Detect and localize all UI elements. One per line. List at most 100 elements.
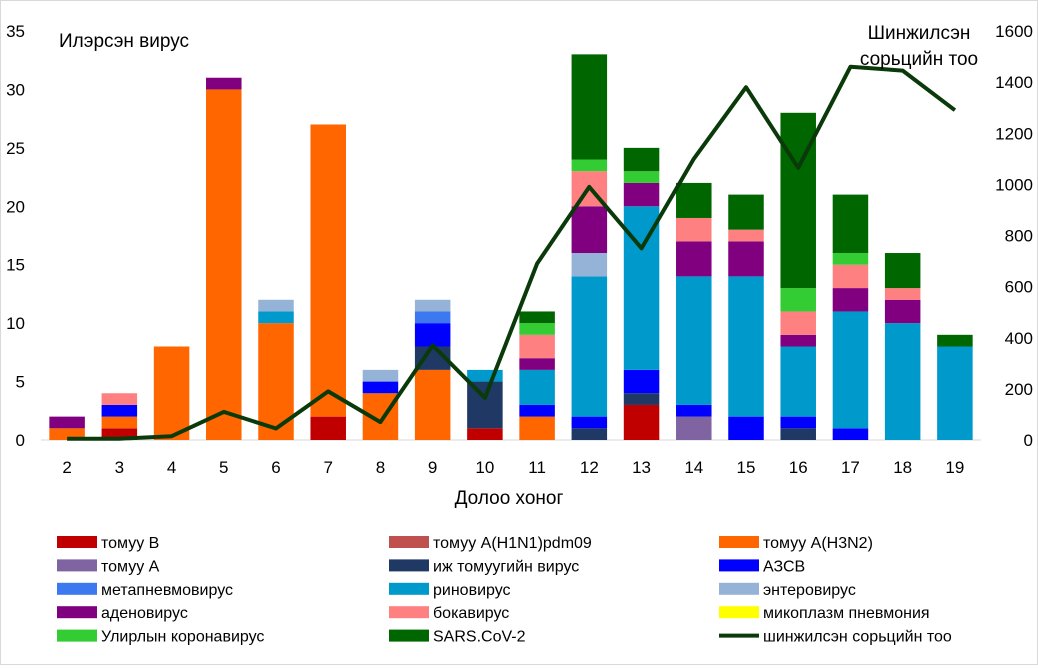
bar-segment xyxy=(623,182,660,207)
bar-segment xyxy=(832,253,869,265)
bar-segment xyxy=(49,428,85,440)
bar-segment xyxy=(467,381,503,429)
legend-label: риновирус xyxy=(433,582,511,599)
y-tick-label: 20 xyxy=(6,197,25,216)
bar-segment xyxy=(571,253,608,277)
bars xyxy=(49,54,973,440)
bar-segment xyxy=(728,194,764,230)
bar-segment xyxy=(519,358,555,370)
bar-segment xyxy=(884,253,921,289)
bar-segment xyxy=(832,288,869,312)
x-tick-label: 8 xyxy=(376,458,385,477)
bar-segment xyxy=(310,416,346,440)
y-axis-right: 0 200 400 600 800 1000 1200 1400 1600 xyxy=(995,22,1033,450)
bar-segment xyxy=(780,416,816,429)
bar-segment xyxy=(676,276,712,405)
bar-segment xyxy=(467,369,503,382)
bar-segment xyxy=(676,241,712,277)
legend-key xyxy=(57,582,97,595)
bar-segment xyxy=(937,334,973,347)
x-axis-title: Долоо хоног xyxy=(455,488,564,509)
bar-segment xyxy=(728,229,764,242)
bar-segment xyxy=(258,311,294,324)
bar-segment xyxy=(832,194,869,254)
legend-label: томуу A(H3N2) xyxy=(763,535,873,552)
legend-label: бокавирус xyxy=(433,605,509,622)
y2-axis-title-line2: сорьцийн тоо xyxy=(860,49,978,70)
bar-segment xyxy=(676,416,712,440)
bar-segment xyxy=(101,428,138,440)
y-axis-title: Илэрсэн вирус xyxy=(59,31,189,52)
legend-label: томуу A(H1N1)pdm09 xyxy=(433,535,592,552)
legend-key xyxy=(57,559,97,572)
bar-segment xyxy=(623,147,660,172)
bar-segment xyxy=(780,346,816,417)
legend-key xyxy=(719,606,759,619)
bar-segment xyxy=(519,404,555,417)
bar-segment xyxy=(206,77,242,90)
bar-segment xyxy=(414,311,451,324)
legend-label: АЗСВ xyxy=(763,558,805,575)
legend-label: аденовирус xyxy=(101,605,188,622)
legend-key xyxy=(719,536,759,548)
legend-label: микоплазм пневмония xyxy=(763,605,930,622)
bar-segment xyxy=(571,159,608,172)
x-tick-label: 4 xyxy=(167,458,176,477)
bar-segment xyxy=(206,89,242,440)
y2-tick-label: 400 xyxy=(1005,329,1033,348)
y-tick-label: 0 xyxy=(16,431,25,450)
bar-segment xyxy=(623,369,660,394)
bar-segment xyxy=(101,404,138,417)
x-axis: 2 3 4 5 6 7 8 9 10 11 12 13 14 15 16 17 18 19 xyxy=(62,458,964,477)
bar-segment xyxy=(571,428,608,440)
legend-key xyxy=(389,606,429,619)
bar-segment xyxy=(884,299,921,324)
x-tick-label: 15 xyxy=(737,458,756,477)
x-tick-label: 9 xyxy=(428,458,437,477)
bar-segment xyxy=(362,369,399,382)
y2-tick-label: 600 xyxy=(1005,278,1033,297)
legend-key xyxy=(389,582,429,595)
legend-key xyxy=(57,536,97,548)
bar-segment xyxy=(780,311,816,335)
bar-segment xyxy=(519,334,555,359)
bar-segment xyxy=(519,323,555,335)
bar-segment xyxy=(832,428,869,440)
legend-key xyxy=(389,559,429,572)
y2-tick-label: 200 xyxy=(1005,380,1033,399)
line-series xyxy=(67,64,957,441)
legend-key xyxy=(57,606,97,619)
y2-tick-label: 800 xyxy=(1005,227,1033,246)
y-tick-label: 15 xyxy=(6,256,25,275)
bar-segment xyxy=(884,288,921,300)
x-tick-label: 3 xyxy=(115,458,124,477)
bar-segment xyxy=(571,416,608,429)
legend-label: иж томуугийн вирус xyxy=(433,558,579,575)
bar-segment xyxy=(728,416,764,440)
bar-segment xyxy=(571,276,608,417)
bar-segment xyxy=(780,288,816,312)
bar-segment xyxy=(780,428,816,440)
legend-key xyxy=(389,536,429,548)
x-tick-label: 17 xyxy=(841,458,860,477)
bar-segment xyxy=(937,346,973,440)
legend-label: метапневмовирус xyxy=(101,582,233,599)
bar-segment xyxy=(884,323,921,440)
y2-tick-label: 0 xyxy=(1024,431,1033,450)
x-tick-label: 2 xyxy=(62,458,71,477)
legend-key xyxy=(389,629,429,642)
bar-segment xyxy=(362,381,399,394)
x-tick-label: 14 xyxy=(684,458,703,477)
y2-axis-title-line1: Шинжилсэн xyxy=(868,23,971,44)
x-tick-label: 13 xyxy=(632,458,651,477)
y-tick-label: 35 xyxy=(6,22,25,41)
bar-segment xyxy=(571,206,608,254)
x-tick-label: 5 xyxy=(219,458,228,477)
bar-segment xyxy=(780,334,816,347)
x-tick-label: 7 xyxy=(323,458,332,477)
legend-key xyxy=(719,559,759,572)
y2-tick-label: 1200 xyxy=(995,124,1033,143)
bar-segment xyxy=(414,299,451,312)
